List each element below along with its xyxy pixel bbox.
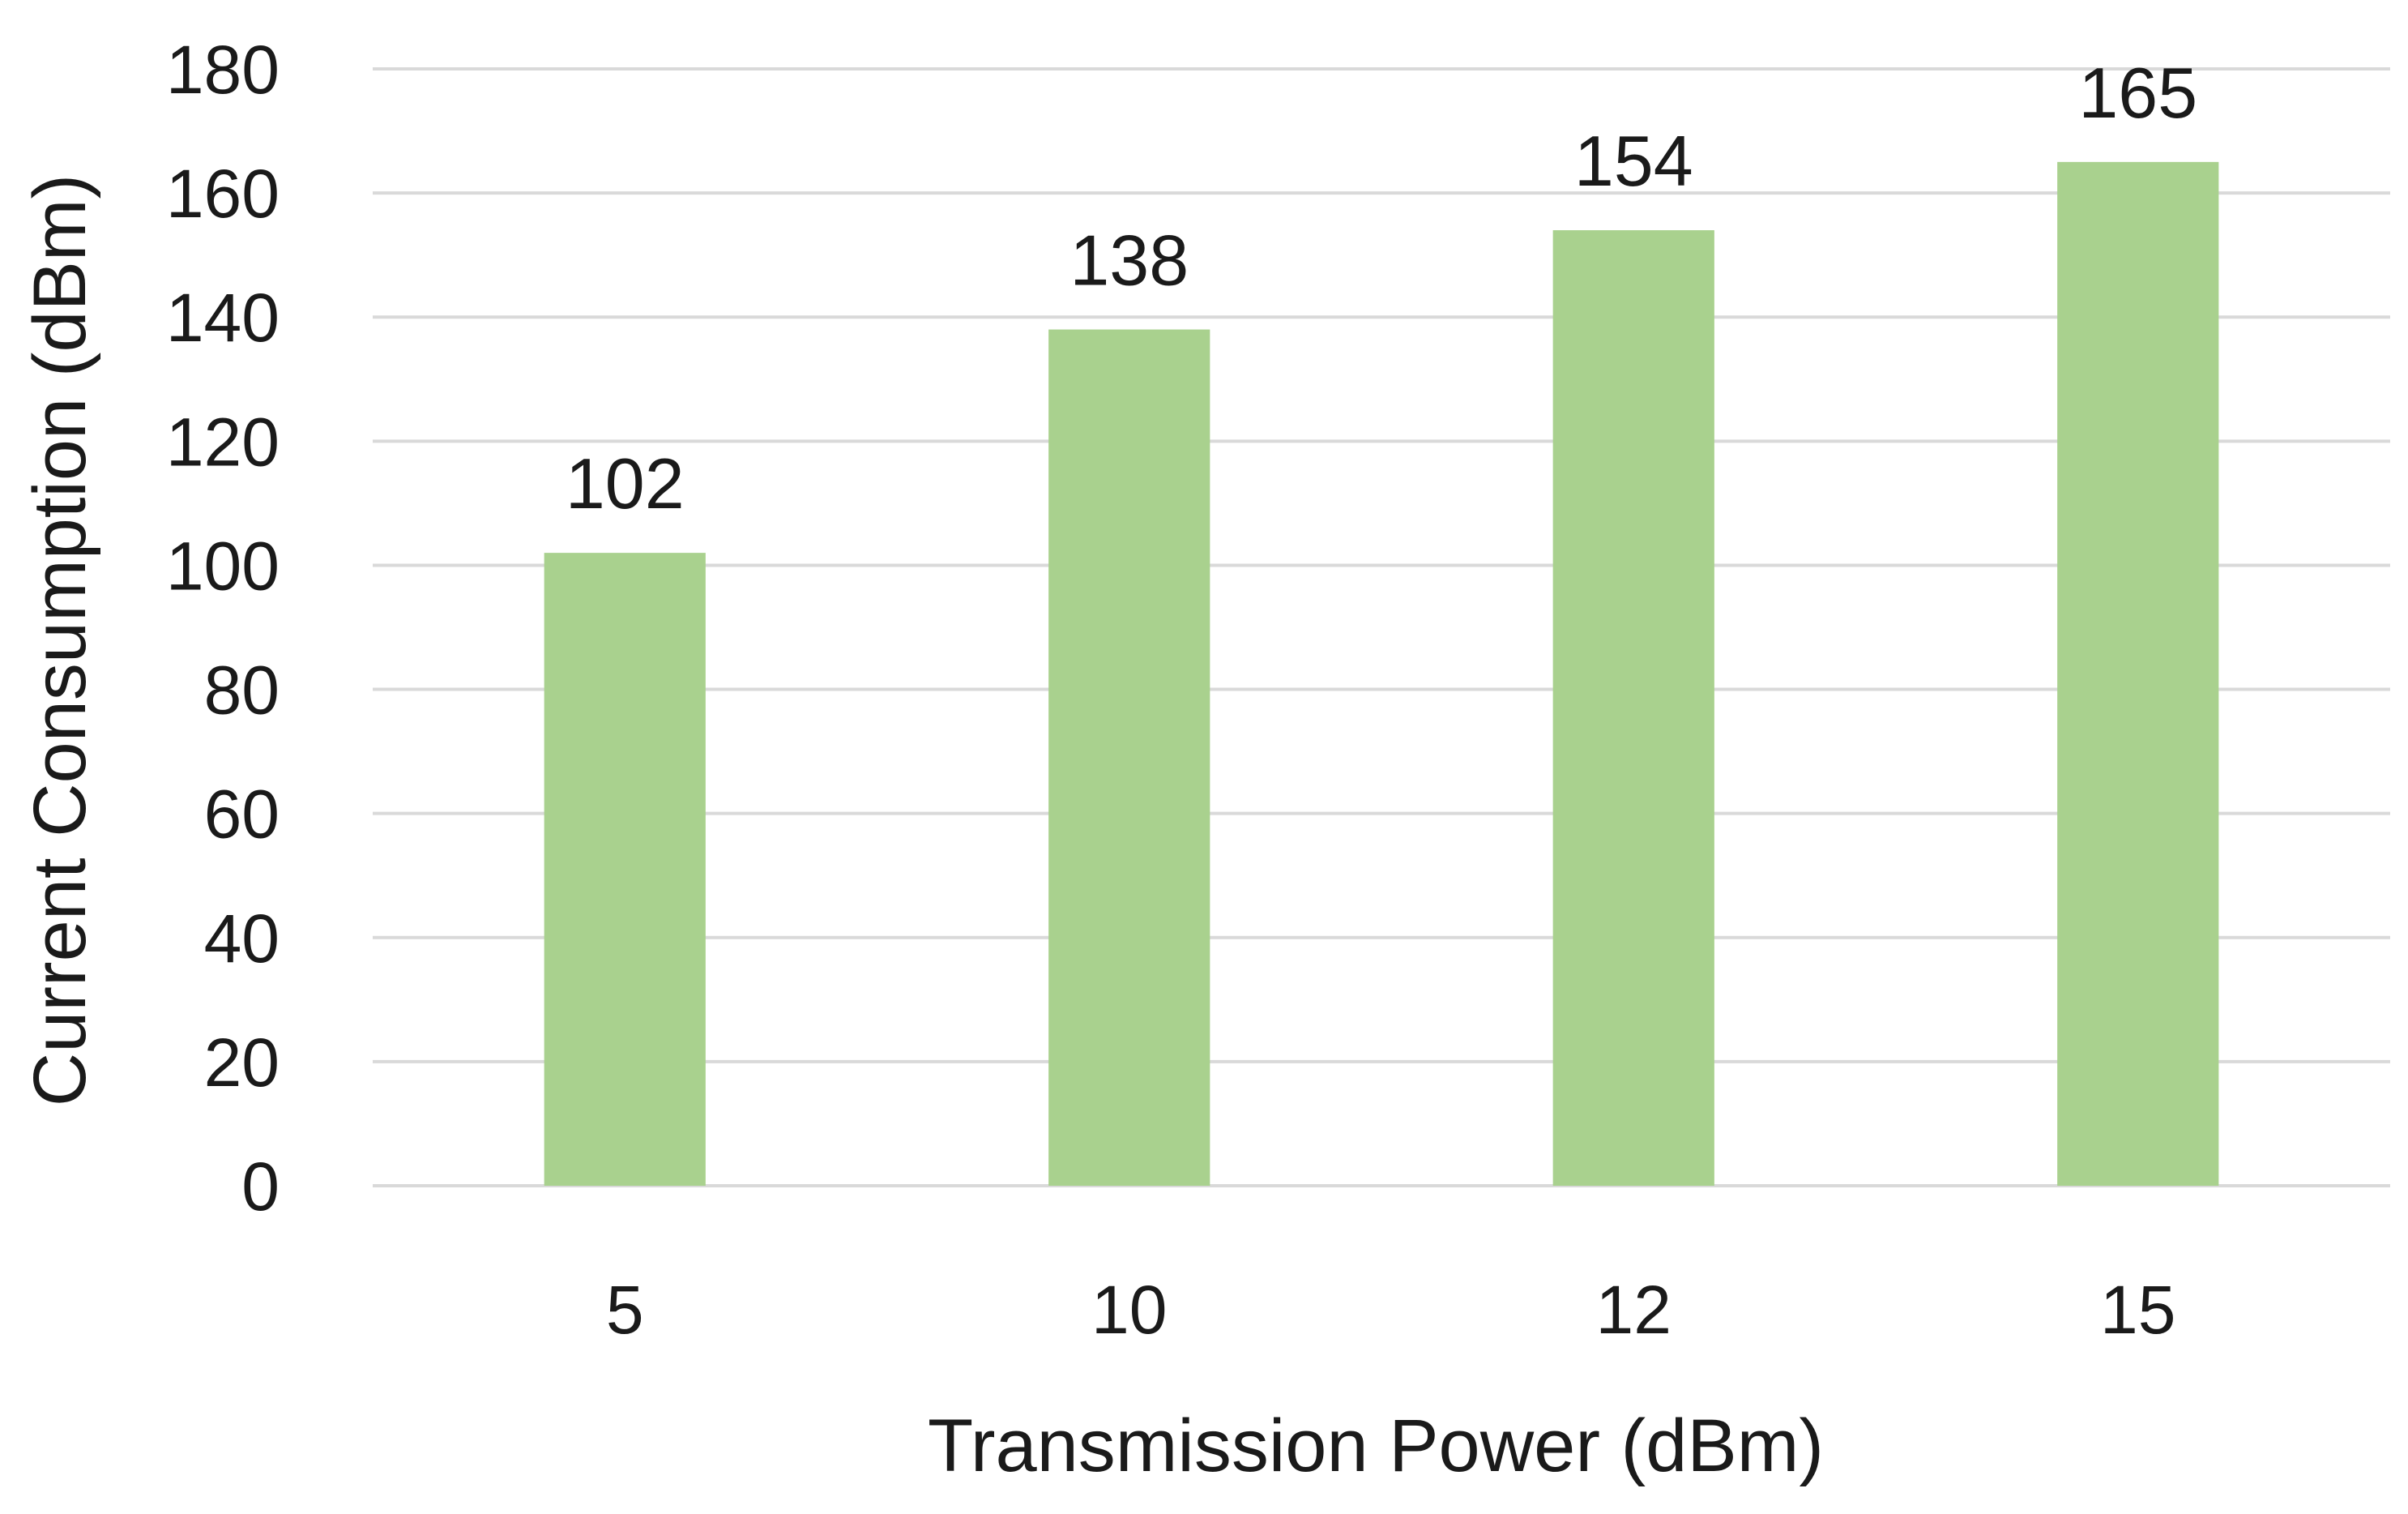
- y-axis-title: Current Consumption (dBm): [19, 174, 101, 1106]
- y-tick-label: 80: [204, 652, 280, 729]
- x-tick-label-12: 12: [1596, 1272, 1672, 1348]
- y-axis-ticks: 0 20 40 60 80 100 120 140 160 180: [166, 32, 280, 1225]
- bar-12: [1552, 230, 1714, 1186]
- y-tick-label: 20: [204, 1024, 280, 1101]
- y-tick-label: 60: [204, 776, 280, 853]
- y-tick-label: 160: [166, 156, 280, 232]
- y-tick-label: 140: [166, 280, 280, 356]
- x-tick-label-15: 15: [2100, 1272, 2175, 1348]
- x-axis-ticks: 5 10 12 15: [606, 1272, 2176, 1348]
- bar-15: [2057, 161, 2219, 1186]
- gridlines: [373, 67, 2390, 1187]
- data-label-5: 102: [566, 443, 685, 524]
- x-tick-label-5: 5: [606, 1272, 644, 1348]
- data-label-10: 138: [1070, 220, 1189, 301]
- x-axis-title: Transmission Power (dBm): [928, 1405, 1824, 1487]
- data-label-12: 154: [1574, 121, 1693, 201]
- bar-5: [544, 553, 706, 1186]
- y-tick-label: 100: [166, 528, 280, 604]
- y-tick-label: 180: [166, 32, 280, 108]
- y-tick-label: 40: [204, 900, 280, 977]
- y-tick-label: 0: [241, 1148, 280, 1225]
- y-tick-label: 120: [166, 404, 280, 480]
- data-labels: 102 138 154 165: [566, 53, 2197, 524]
- bar-10: [1048, 329, 1210, 1186]
- data-label-15: 165: [2078, 53, 2197, 133]
- x-tick-label-10: 10: [1091, 1272, 1167, 1348]
- bars: [544, 161, 2219, 1186]
